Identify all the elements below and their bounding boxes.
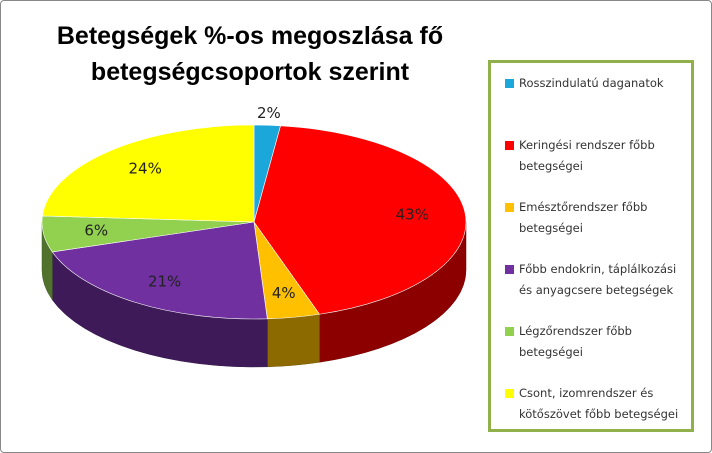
legend-label: Rosszindulatú daganatok [519,76,664,90]
legend-item: Csont, izomrendszer és kötőszövet főbb b… [505,383,690,425]
legend-item: Rosszindulatú daganatok [505,73,690,94]
data-label: 21% [148,273,181,291]
legend-label: Emésztőrendszer főbb betegségei [519,200,648,235]
data-label: 43% [396,206,429,224]
slice [253,125,467,315]
data-label: 2% [257,104,281,122]
data-label: 4% [272,284,296,302]
slice [42,124,255,223]
slice [51,221,268,320]
legend-label: Keringési rendszer főbb betegségei [519,138,655,173]
legend-swatch [505,265,514,274]
legend: Rosszindulatú daganatok Keringési rendsze… [488,60,694,432]
legend-swatch [505,141,514,150]
chart-title: Betegségek %-os megoszlása fő betegségcs… [56,22,444,86]
legend-item: Légzőrendszer főbb betegségei [505,321,690,363]
data-label: 6% [84,222,108,240]
legend-label: Légzőrendszer főbb betegségei [519,324,632,359]
legend-swatch [505,203,514,212]
legend-swatch [505,79,514,88]
data-label: 24% [128,159,161,177]
legend-swatch [505,327,514,336]
legend-item: Főbb endokrin, táplálkozási és anyagcser… [505,259,690,301]
legend-label: Csont, izomrendszer és kötőszövet főbb b… [519,386,679,421]
slice-side [267,313,320,368]
legend-item: Keringési rendszer főbb betegségei [505,135,690,177]
legend-label: Főbb endokrin, táplálkozási és anyagcser… [519,262,677,297]
legend-item: Emésztőrendszer főbb betegségei [505,197,690,239]
legend-swatch [505,389,514,398]
